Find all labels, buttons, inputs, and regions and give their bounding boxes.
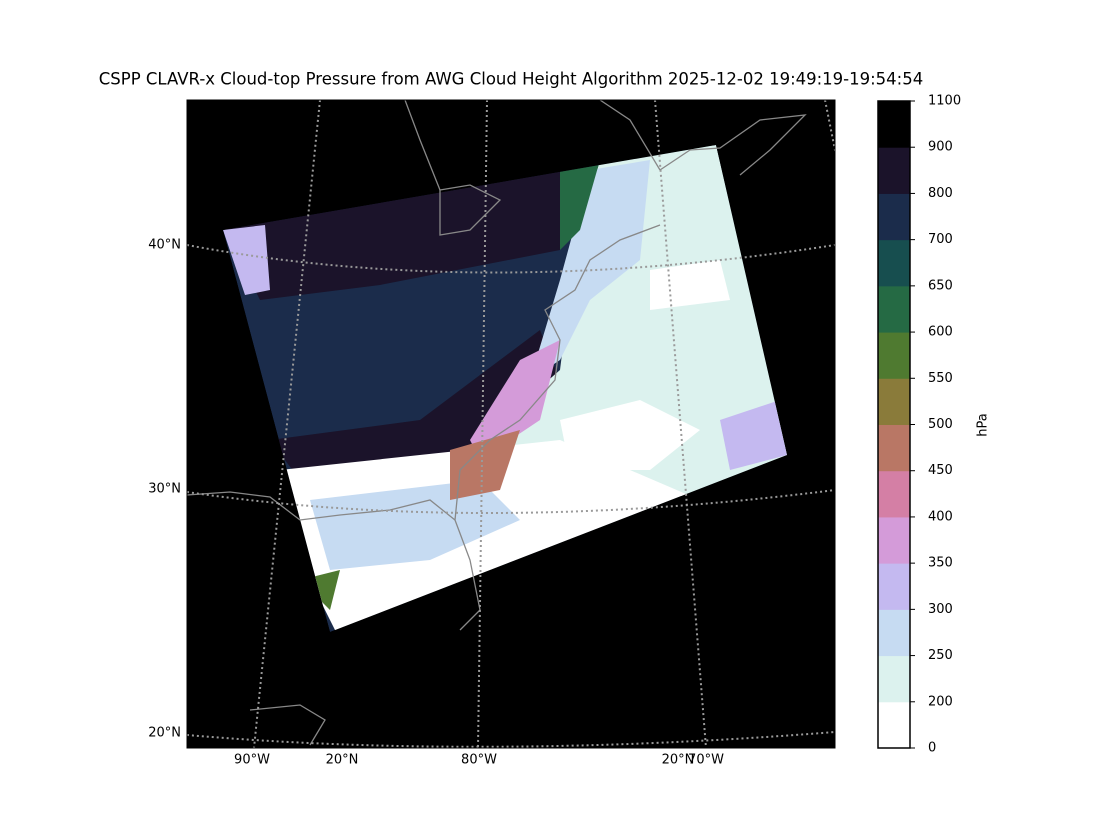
colorbar-segment xyxy=(878,285,910,333)
colorbar-segment xyxy=(878,424,910,472)
colorbar-tick-label: 450 xyxy=(928,463,953,478)
colorbar-tick-label: 500 xyxy=(928,417,953,432)
colorbar-segment xyxy=(878,101,910,148)
colorbar-tick-label: 200 xyxy=(928,694,953,709)
map xyxy=(187,100,835,748)
lon-label: 20°N xyxy=(326,753,359,768)
colorbar-segment xyxy=(878,516,910,564)
colorbar-tick-label: 1100 xyxy=(928,94,961,109)
lat-label: 20°N xyxy=(148,726,181,741)
lat-label: 30°N xyxy=(148,482,181,497)
lon-label: 80°W xyxy=(461,753,497,768)
lon-label: 70°W xyxy=(688,753,724,768)
colorbar-segment xyxy=(878,147,910,194)
colorbar-tick-label: 800 xyxy=(928,186,953,201)
colorbar-segment xyxy=(878,609,910,657)
colorbar-tick-label: 550 xyxy=(928,371,953,386)
colorbar-segment xyxy=(878,378,910,425)
colorbar-segment xyxy=(878,239,910,287)
colorbar-tick-label: 400 xyxy=(928,509,953,524)
colorbar-segment xyxy=(878,655,910,703)
lon-label: 20°N xyxy=(662,753,695,768)
colorbar-segment xyxy=(878,193,910,241)
colorbar-tick-label: 650 xyxy=(928,278,953,293)
colorbar-tick-label: 300 xyxy=(928,602,953,617)
colorbar-tick-label: 900 xyxy=(928,140,953,155)
colorbar-segment xyxy=(878,563,910,610)
colorbar-tick-label: 700 xyxy=(928,232,953,247)
colorbar-tick-label: 600 xyxy=(928,325,953,340)
lat-label: 40°N xyxy=(148,238,181,253)
colorbar-segment xyxy=(878,332,910,379)
map-frame xyxy=(186,99,836,749)
colorbar-tick-label: 350 xyxy=(928,556,953,571)
colorbar-label: hPa xyxy=(976,413,991,436)
colorbar-segment xyxy=(878,701,910,749)
colorbar-tick-label: 250 xyxy=(928,648,953,663)
colorbar-segment xyxy=(878,470,910,518)
colorbar-tick-label: 0 xyxy=(928,741,936,756)
title: CSPP CLAVR-x Cloud-top Pressure from AWG… xyxy=(99,70,923,89)
lon-label: 90°W xyxy=(234,753,270,768)
